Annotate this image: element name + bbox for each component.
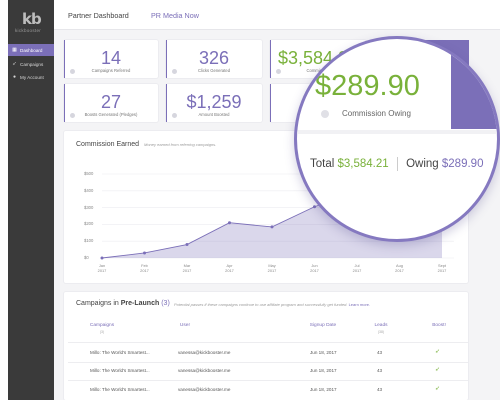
cursor-icon <box>172 69 177 74</box>
data-point[interactable] <box>143 251 146 255</box>
commission-section-title: Commission Earned <box>76 141 140 148</box>
leads-cell: 43 <box>377 368 383 373</box>
campaigns-title-bold: Pre-Launch <box>120 300 160 307</box>
y-tick-label: $300 <box>84 204 94 210</box>
top-bar: Partner Dashboard PR Media Now <box>54 0 500 30</box>
sidebar-item-dashboard[interactable]: ▦ Dashboard <box>8 44 54 56</box>
boost-rocket-icon[interactable]: ➶ <box>435 386 441 392</box>
signup-date-cell: Jun 18, 2017 <box>310 387 337 392</box>
user-cell: vanessa@kickbooster.me <box>178 368 231 373</box>
total-value: $3,584.21 <box>337 158 389 171</box>
brand-logo: kb <box>22 10 42 28</box>
stat-card-amount-boosted: $1,259 Amount Boosted <box>166 84 262 122</box>
column-header-campaigns[interactable]: Campaigns (3) <box>89 323 115 334</box>
commission-owing-label: Commission Owing <box>342 109 411 118</box>
megaphone-icon <box>70 69 75 74</box>
partner-name-link[interactable]: PR Media Now <box>151 11 199 20</box>
x-tick-label: Feb 2017 <box>140 263 149 273</box>
y-tick-label: $100 <box>84 238 94 244</box>
owing-label: Owing <box>406 158 439 171</box>
y-tick-label: $400 <box>84 187 94 193</box>
stat-card-clicks-generated: 326 Clicks Generated <box>166 40 262 78</box>
totals-summary: Total $3,584.21 Owing $289.90 <box>310 157 483 171</box>
campaign-name-cell[interactable]: Millo: The World's Smartest... <box>90 350 150 355</box>
rocket-icon <box>70 113 75 118</box>
x-tick-label: Jul 2017 <box>352 263 362 273</box>
x-tick-label: Aug 2017 <box>395 263 404 273</box>
stat-label: Clicks Generated <box>197 68 231 73</box>
magnified-owing-card-edge <box>451 39 497 129</box>
stat-card-campaigns-referred: 14 Campaigns Referred <box>64 40 158 78</box>
sidebar-item-campaigns[interactable]: ➶ Campaigns <box>8 58 54 70</box>
series-area <box>102 163 442 258</box>
dashboard-icon: ▦ <box>12 47 17 53</box>
user-cell: vanessa@kickbooster.me <box>178 350 231 355</box>
table-divider <box>68 362 468 363</box>
sidebar-item-label: Campaigns <box>20 61 44 67</box>
x-tick-label: Apr 2017 <box>225 263 234 273</box>
campaigns-section-note: Potential passes if these campaigns cont… <box>174 302 371 307</box>
total-label: Total <box>310 158 335 171</box>
stat-label: Commission <box>306 68 330 73</box>
magnifier-callout: $289.90 Commission Owing Total $3,584.21… <box>294 36 500 242</box>
campaigns-card <box>64 292 468 400</box>
column-header-signup-date[interactable]: Signup Date <box>309 323 337 328</box>
stat-label: Campaigns Referred <box>91 68 131 73</box>
data-point[interactable] <box>313 205 316 209</box>
x-tick-label: Jan 2017 <box>97 263 107 273</box>
campaign-name-cell[interactable]: Millo: The World's Smartest... <box>90 368 150 373</box>
signup-date-cell: Jun 18, 2017 <box>310 368 337 373</box>
x-tick-label: Sept 2017 <box>437 263 447 273</box>
column-header-boost[interactable]: Boost! <box>432 323 446 328</box>
stat-card-boosts-generated: 27 Boosts Generated (Pledges) <box>64 84 158 122</box>
campaign-name-cell[interactable]: Millo: The World's Smartest... <box>90 387 150 392</box>
column-header-user[interactable]: User <box>179 323 191 328</box>
divider <box>297 130 497 134</box>
dollar-icon <box>276 69 281 74</box>
y-tick-label: $0 <box>84 255 89 260</box>
separator <box>396 157 398 171</box>
x-tick-label: Mar 2017 <box>182 263 192 273</box>
x-tick-label: May 2017 <box>267 263 277 273</box>
campaigns-count: (3) <box>161 300 170 307</box>
data-point[interactable] <box>185 243 189 247</box>
commission-section-note: Money earned from referring campaigns. <box>144 142 217 147</box>
money-icon <box>172 113 177 118</box>
y-tick-label: $500 <box>84 171 94 176</box>
commission-owing-value: $289.90 <box>315 70 420 102</box>
rocket-icon: ➶ <box>12 61 17 67</box>
data-point[interactable] <box>270 225 274 229</box>
boost-rocket-icon[interactable]: ➶ <box>435 349 441 355</box>
learn-more-link[interactable]: Learn more. <box>348 302 371 307</box>
column-header-leads[interactable]: Leads (38) <box>374 323 388 334</box>
person-icon <box>321 110 329 118</box>
leads-cell: 43 <box>377 350 383 355</box>
owing-value: $289.90 <box>441 158 484 171</box>
stat-value: 14 <box>100 48 122 68</box>
boost-rocket-icon[interactable]: ➶ <box>435 367 441 373</box>
person-icon: ● <box>12 74 17 80</box>
brand-name: kickbooster <box>15 28 42 33</box>
stat-value: 27 <box>100 92 122 112</box>
stat-label: Amount Boosted <box>198 112 230 117</box>
stat-value: 326 <box>198 48 230 68</box>
stat-label: Boosts Generated (Pledges) <box>84 112 138 117</box>
page-title: Partner Dashboard <box>68 11 129 20</box>
table-divider <box>68 342 468 343</box>
signup-date-cell: Jun 18, 2017 <box>310 350 337 355</box>
sidebar-item-my-account[interactable]: ● My Account <box>8 71 54 83</box>
x-tick-label: Jun 2017 <box>310 263 319 273</box>
campaigns-section-title: Campaigns in Pre-Launch (3) <box>76 300 170 307</box>
user-cell: vanessa@kickbooster.me <box>178 387 231 392</box>
campaigns-title-prefix: Campaigns in <box>76 300 121 307</box>
stat-value: $1,259 <box>186 92 242 112</box>
y-tick-label: $200 <box>84 221 94 227</box>
sidebar-item-label: My Account <box>20 74 44 80</box>
data-point[interactable] <box>100 256 104 260</box>
data-point[interactable] <box>228 221 231 225</box>
sidebar-item-label: Dashboard <box>20 47 43 53</box>
leads-cell: 43 <box>377 387 383 392</box>
table-divider <box>68 380 468 381</box>
sidebar: kb kickbooster ▦ Dashboard ➶ Campaigns ●… <box>8 0 54 400</box>
